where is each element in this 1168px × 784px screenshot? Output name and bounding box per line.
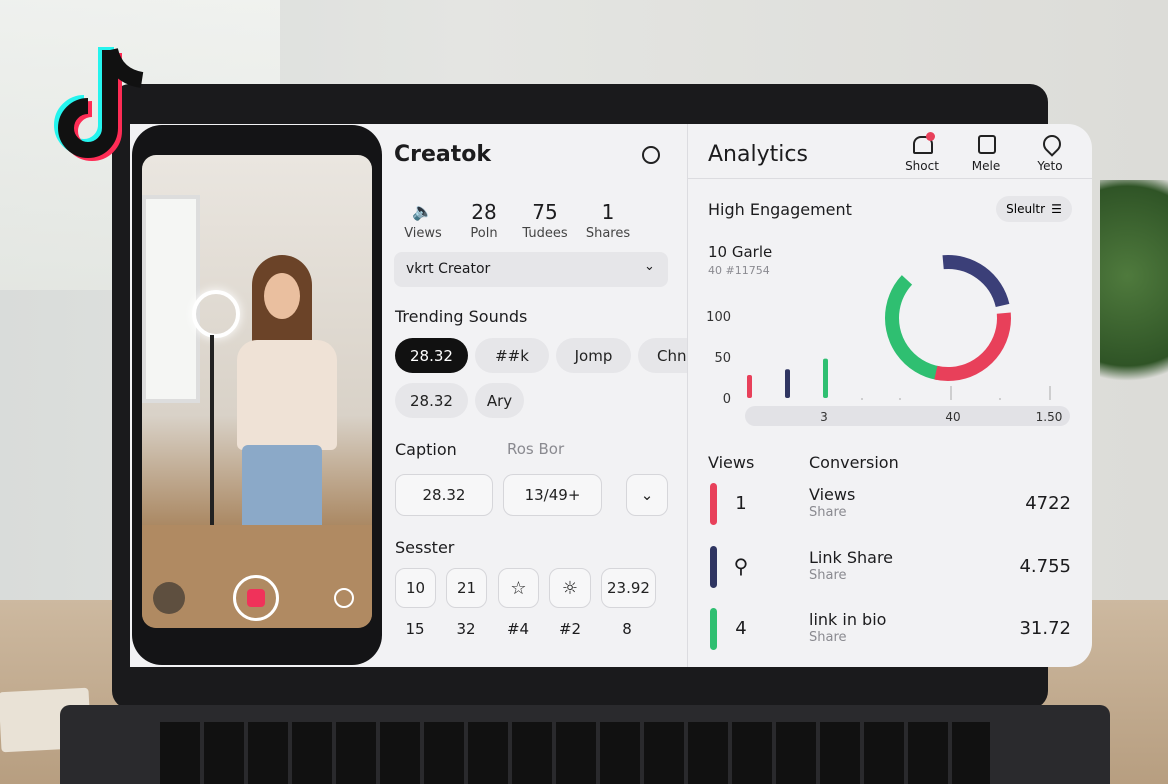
x-axis-strip — [745, 406, 1070, 426]
session-count: 32 — [456, 620, 476, 638]
session-count: 15 — [405, 620, 425, 638]
section-title: Trending Sounds — [395, 307, 528, 326]
plant — [1100, 180, 1168, 420]
sound-chip[interactable]: 28.32 — [395, 383, 468, 418]
session-button[interactable]: 21 — [446, 568, 487, 608]
caption-input[interactable]: 13/49+ — [503, 474, 602, 516]
row-marker: 4 — [735, 618, 747, 639]
row-marker: 1 — [735, 493, 747, 514]
search-button[interactable] — [642, 146, 660, 164]
notification-dot — [926, 132, 935, 141]
tripod — [210, 335, 214, 525]
analytics-title: Analytics — [708, 142, 808, 167]
row-icon: ⚲ — [733, 553, 749, 578]
session-button[interactable]: 23.92 — [601, 568, 656, 608]
row-value: 31.72 — [1019, 618, 1071, 639]
stat-value: 75 — [532, 200, 558, 224]
filter-button[interactable]: Sleultr ☰ — [996, 196, 1072, 222]
summary: 10 Garle — [708, 243, 773, 261]
row-name: Link Share — [809, 547, 894, 567]
app-name: Creatok — [394, 142, 492, 167]
row-name: link in bio — [809, 610, 887, 629]
x-tick-label: 3 — [820, 410, 828, 424]
person-blouse — [237, 340, 337, 450]
table-header: Views — [708, 453, 755, 472]
room-window — [142, 195, 200, 403]
sound-chip[interactable]: Jomp — [556, 338, 631, 373]
stat-label: Poln — [470, 226, 498, 241]
donut-segment — [885, 255, 1011, 381]
row-value: 4722 — [1025, 493, 1071, 514]
gallery-button[interactable] — [153, 582, 185, 614]
row-accent — [710, 545, 717, 588]
keyboard — [160, 722, 990, 784]
session-button[interactable]: 10 — [395, 568, 436, 608]
stat-label: Shares — [585, 226, 631, 241]
tiktok-logo — [54, 47, 144, 161]
stat-label: Tudees — [522, 226, 568, 241]
settings-button[interactable] — [334, 588, 354, 608]
x-tick-label: 40 — [945, 410, 960, 424]
sun-button[interactable]: ☼ — [549, 568, 591, 608]
record-button[interactable] — [233, 575, 279, 621]
section-title: Caption — [395, 440, 457, 459]
row-accent — [710, 483, 717, 525]
star-button[interactable]: ☆ — [498, 568, 539, 608]
y-tick-label: 0 — [723, 392, 731, 407]
account-select-text: vkrt Creator — [406, 261, 491, 277]
row-sub: Share — [809, 505, 847, 520]
account-select[interactable]: vkrt Creator ⌄ — [394, 252, 668, 287]
caption-dropdown[interactable]: ⌄ — [626, 474, 668, 516]
table-header: Conversion — [809, 453, 899, 472]
panel-divider — [687, 124, 688, 667]
tab-label[interactable]: Shoct — [905, 159, 939, 173]
sound-chip[interactable]: Chn — [638, 338, 687, 373]
chevron: ⌄ — [644, 259, 655, 274]
filter-label: Sleultr — [1006, 202, 1046, 216]
bar — [823, 358, 828, 398]
stat-label: Views — [404, 226, 442, 241]
summary-sub: 40 #11754 — [708, 264, 770, 277]
sound-chip[interactable]: Ary — [475, 383, 524, 418]
session-count: 8 — [622, 620, 632, 638]
caption-input[interactable]: 28.32 — [395, 474, 493, 516]
stat-value: 28 — [471, 200, 497, 224]
ring-light — [192, 290, 240, 338]
tab-icon — [913, 136, 933, 154]
tab-label[interactable]: Mele — [971, 159, 1001, 173]
person-face — [264, 273, 300, 319]
y-tick-label: 50 — [714, 351, 731, 366]
donut-segment — [885, 255, 1011, 381]
y-tick-label: 100 — [706, 310, 731, 325]
x-tick-label: 1.50 — [1036, 410, 1063, 424]
bar — [785, 369, 790, 398]
header-divider — [688, 178, 1092, 179]
bar — [747, 375, 752, 398]
row-value: 4.755 — [1019, 555, 1071, 577]
sound-chip[interactable]: ##k — [475, 338, 549, 373]
tab-label[interactable]: Yeto — [1037, 159, 1063, 173]
row-sub: Share — [809, 567, 847, 583]
sound-chip[interactable]: 28.32 — [395, 338, 468, 373]
row-accent — [710, 608, 717, 650]
stat-value: 1 — [601, 200, 615, 224]
section-title: Sesster — [395, 538, 455, 557]
tab-icon — [978, 135, 996, 154]
camera-preview — [142, 155, 372, 628]
session-count: #4 — [506, 620, 530, 638]
row-sub: Share — [809, 630, 847, 645]
section-title: High Engagement — [708, 200, 852, 219]
row-name: Views — [809, 485, 856, 504]
session-count: #2 — [558, 620, 582, 638]
caption-hint: Ros Bor — [507, 440, 565, 458]
speaker-icon: 🔈 — [412, 202, 434, 222]
